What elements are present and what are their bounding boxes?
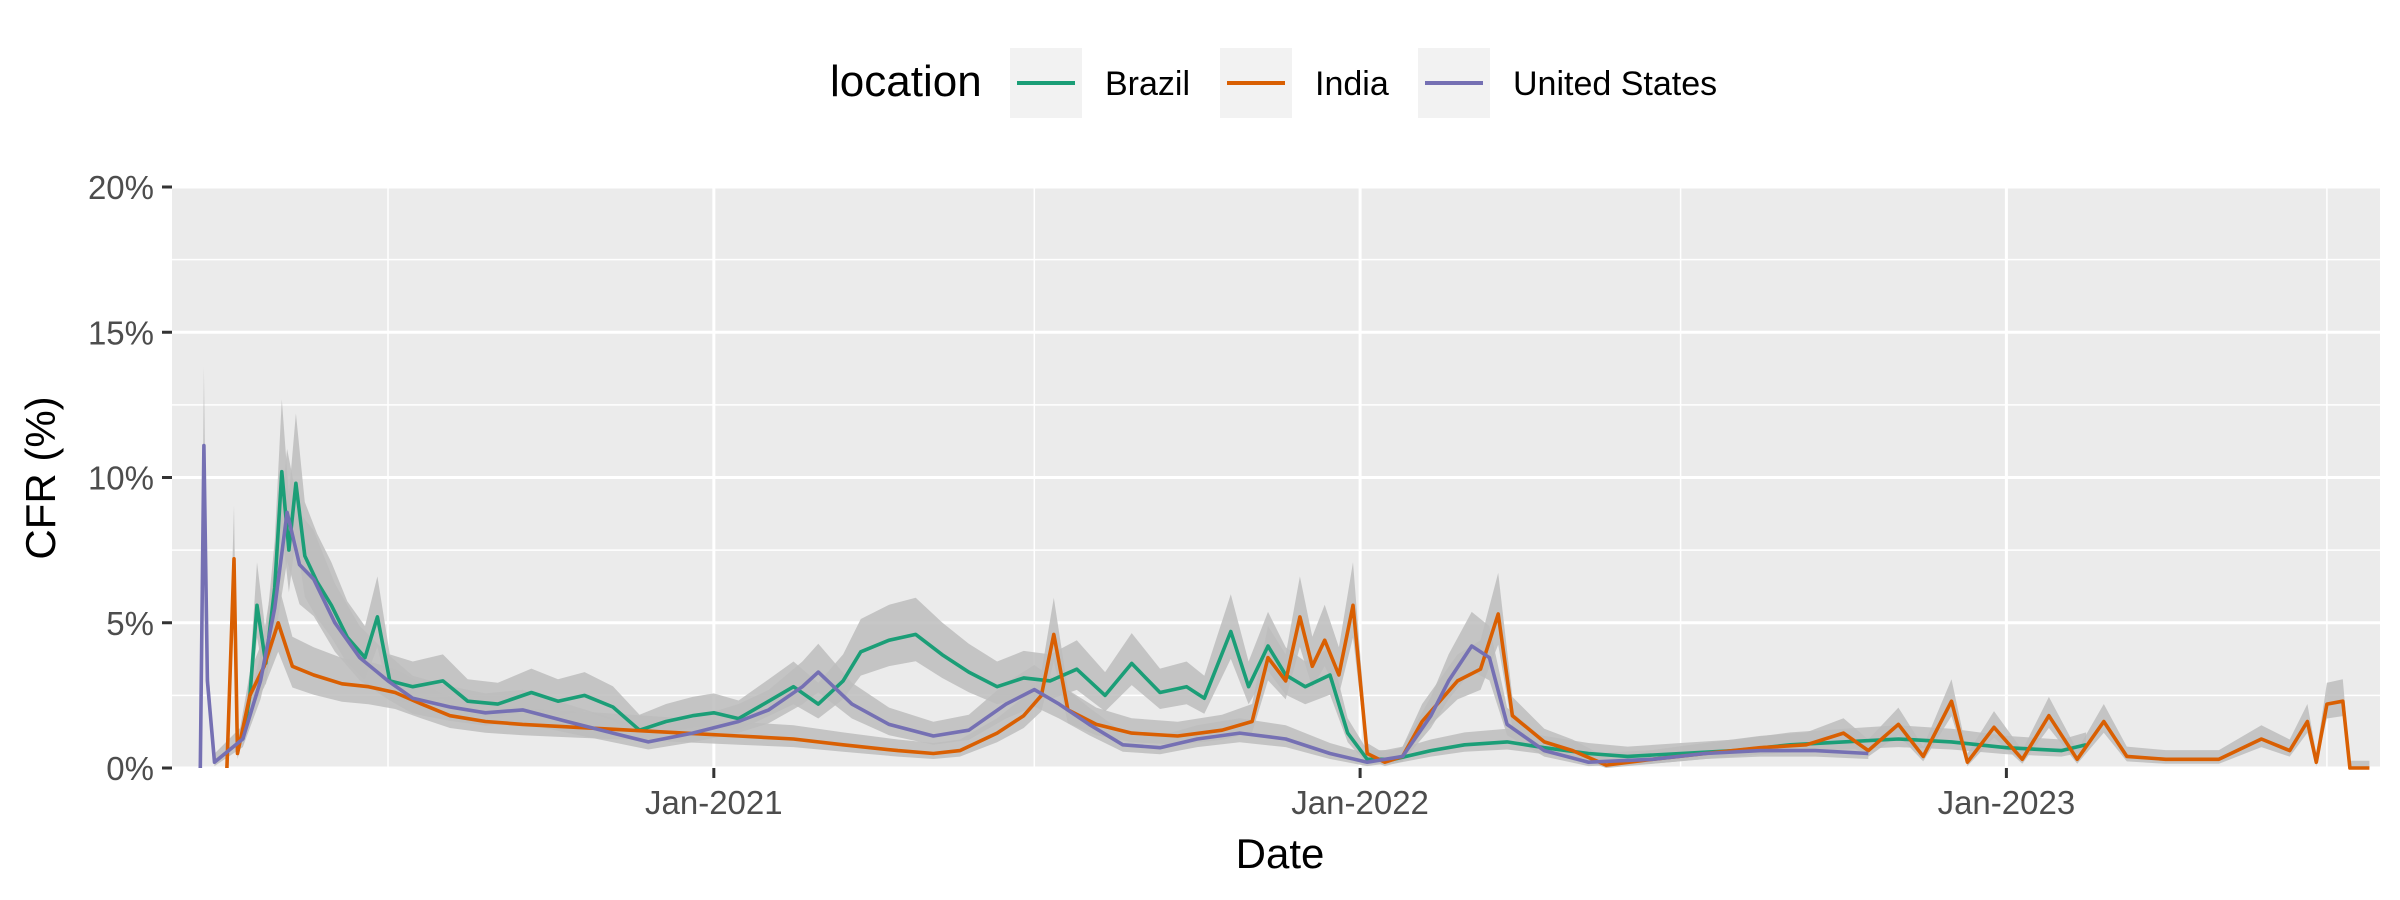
y-tick-label: 5%: [106, 605, 154, 642]
legend-label-united-states: United States: [1513, 65, 1717, 103]
legend-title: location: [830, 57, 982, 106]
confidence-band: [200, 367, 1869, 768]
series-lines: [198, 443, 2370, 770]
confidence-band: [226, 505, 2370, 768]
series-line-brazil: [241, 469, 2087, 762]
legend-item-india: India: [1220, 48, 1389, 118]
y-tick-label: 10%: [88, 460, 154, 497]
legend-item-united-states: United States: [1418, 48, 1717, 118]
y-axis: 0% 5% 10% 15% 20%: [88, 169, 172, 787]
y-tick-label: 0%: [106, 750, 154, 787]
x-tick-label: Jan-2023: [1938, 784, 2076, 821]
legend: location Brazil India United States: [830, 48, 1717, 118]
major-gridlines: [172, 185, 2380, 770]
x-axis-title: Date: [1236, 830, 1325, 877]
y-tick-label: 20%: [88, 169, 154, 206]
y-tick-label: 15%: [88, 314, 154, 351]
series-line-india: [225, 556, 2370, 770]
x-tick-label: Jan-2022: [1291, 784, 1429, 821]
legend-item-brazil: Brazil: [1010, 48, 1190, 118]
y-axis-title: CFR (%): [17, 396, 64, 559]
legend-label-india: India: [1315, 65, 1389, 103]
x-tick-label: Jan-2021: [645, 784, 783, 821]
series-line-united-states: [198, 443, 1869, 769]
x-axis: Jan-2021 Jan-2022 Jan-2023: [645, 768, 2075, 821]
legend-label-brazil: Brazil: [1105, 65, 1190, 103]
